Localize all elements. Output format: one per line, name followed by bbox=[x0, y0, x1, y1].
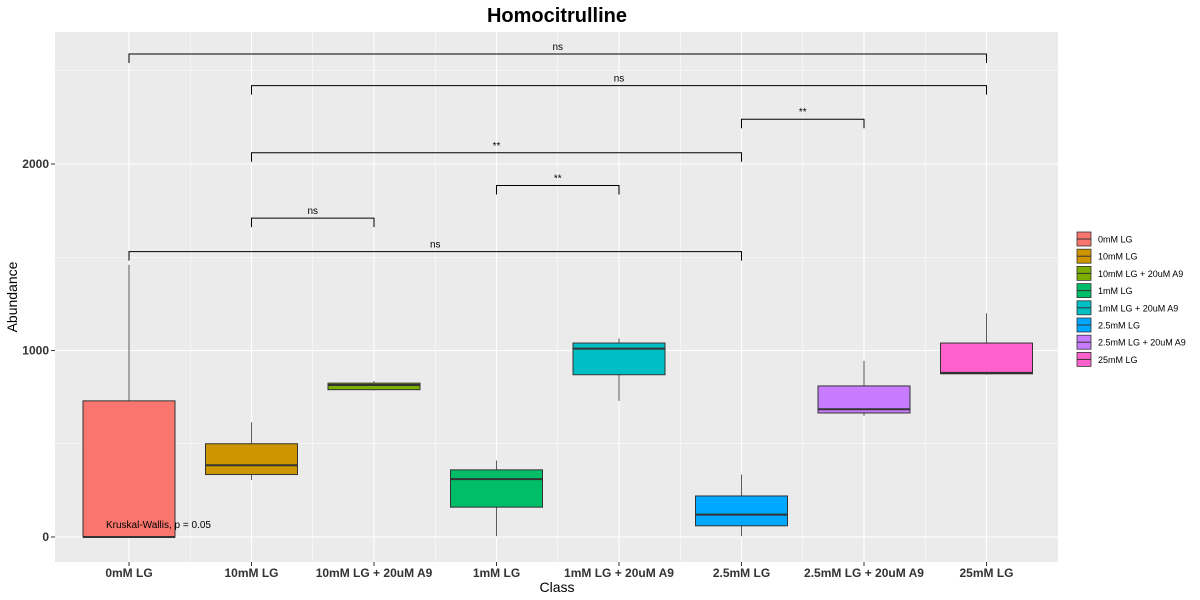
bracket-line bbox=[741, 118, 865, 129]
significance-bracket: ** bbox=[496, 173, 620, 195]
x-axis-title: Class bbox=[539, 579, 574, 595]
legend-label: 1mM LG + 20uM A9 bbox=[1098, 303, 1178, 313]
boxplot-1mm-lg-20um-a9 bbox=[572, 338, 666, 401]
legend-item: 0mM LG bbox=[1076, 231, 1133, 247]
legend-item: 25mM LG bbox=[1076, 351, 1138, 367]
y-axis: 0 1000 2000 bbox=[22, 157, 55, 544]
legend-item: 1mM LG + 20uM A9 bbox=[1076, 300, 1178, 316]
legend-item: 10mM LG + 20uM A9 bbox=[1076, 265, 1183, 281]
box bbox=[205, 443, 298, 476]
legend-item: 10mM LG bbox=[1076, 248, 1138, 264]
y-tick-label: 1000 bbox=[22, 344, 49, 358]
significance-bracket: ns bbox=[128, 42, 987, 63]
test-annotation: Kruskal-Wallis, p = 0.05 bbox=[106, 520, 211, 531]
legend-label: 2.5mM LG + 20uM A9 bbox=[1098, 338, 1186, 348]
x-tick-label: 10mM LG bbox=[224, 566, 278, 580]
bracket-line bbox=[251, 152, 742, 162]
legend: 0mM LG 10mM LG 10mM LG + 20uM A9 1mM LG 1mM … bbox=[1076, 231, 1186, 367]
x-tick-label: 0mM LG bbox=[105, 566, 152, 580]
boxplot-10mm-lg-20um-a9 bbox=[327, 381, 421, 391]
chart-title: Homocitrulline bbox=[487, 5, 627, 27]
y-tick-label: 2000 bbox=[22, 157, 49, 171]
significance-label: ns bbox=[430, 240, 441, 251]
boxplot-0mm-lg bbox=[82, 264, 176, 538]
significance-label: ** bbox=[799, 107, 807, 118]
boxplot-2-5mm-lg-20um-a9 bbox=[817, 360, 911, 416]
legend-item: 1mM LG bbox=[1076, 283, 1133, 299]
x-tick-label: 25mM LG bbox=[959, 566, 1013, 580]
significance-label: ns bbox=[614, 74, 625, 85]
y-axis-title: Abundance bbox=[4, 261, 20, 332]
legend-label: 10mM LG + 20uM A9 bbox=[1098, 269, 1183, 279]
legend-label: 2.5mM LG bbox=[1098, 321, 1140, 331]
boxplot-25mm-lg bbox=[940, 313, 1033, 375]
bracket-line bbox=[128, 53, 987, 63]
y-tick-label: 0 bbox=[42, 530, 49, 544]
legend-label: 0mM LG bbox=[1098, 235, 1133, 245]
bracket-line bbox=[496, 184, 620, 195]
x-tick-label: 1mM LG bbox=[473, 566, 520, 580]
box bbox=[940, 342, 1033, 375]
x-tick-label: 1mM LG + 20uM A9 bbox=[564, 566, 674, 580]
bracket-line bbox=[128, 251, 742, 261]
boxplots bbox=[82, 264, 1033, 538]
boxplot-10mm-lg bbox=[205, 422, 298, 481]
significance-brackets: ns ns ** ** ** ns ns bbox=[128, 42, 987, 261]
significance-label: ns bbox=[307, 206, 318, 217]
boxplot-2-5mm-lg bbox=[695, 474, 788, 537]
legend-item: 2.5mM LG + 20uM A9 bbox=[1076, 334, 1186, 350]
significance-label: ** bbox=[493, 141, 501, 152]
significance-bracket: ns bbox=[128, 240, 742, 261]
significance-bracket: ns bbox=[251, 74, 987, 95]
legend-label: 10mM LG bbox=[1098, 252, 1138, 262]
x-tick-label: 2.5mM LG + 20uM A9 bbox=[804, 566, 924, 580]
box bbox=[82, 400, 176, 538]
boxplot-1mm-lg bbox=[450, 460, 543, 537]
x-axis: 0mM LG 10mM LG 10mM LG + 20uM A9 1mM LG 1mM … bbox=[105, 562, 1014, 580]
bracket-line bbox=[251, 217, 375, 228]
significance-bracket: ** bbox=[741, 107, 865, 129]
x-tick-label: 2.5mM LG bbox=[713, 566, 770, 580]
significance-bracket: ns bbox=[251, 206, 375, 228]
x-tick-label: 10mM LG + 20uM A9 bbox=[316, 566, 433, 580]
box bbox=[450, 469, 543, 508]
box bbox=[695, 495, 788, 527]
significance-bracket: ** bbox=[251, 141, 742, 162]
bracket-line bbox=[251, 85, 987, 95]
significance-label: ns bbox=[552, 42, 563, 53]
box bbox=[327, 382, 421, 391]
significance-label: ** bbox=[554, 173, 562, 184]
plot-panel bbox=[55, 32, 1058, 562]
legend-label: 25mM LG bbox=[1098, 355, 1138, 365]
legend-item: 2.5mM LG bbox=[1076, 317, 1140, 333]
legend-label: 1mM LG bbox=[1098, 286, 1133, 296]
